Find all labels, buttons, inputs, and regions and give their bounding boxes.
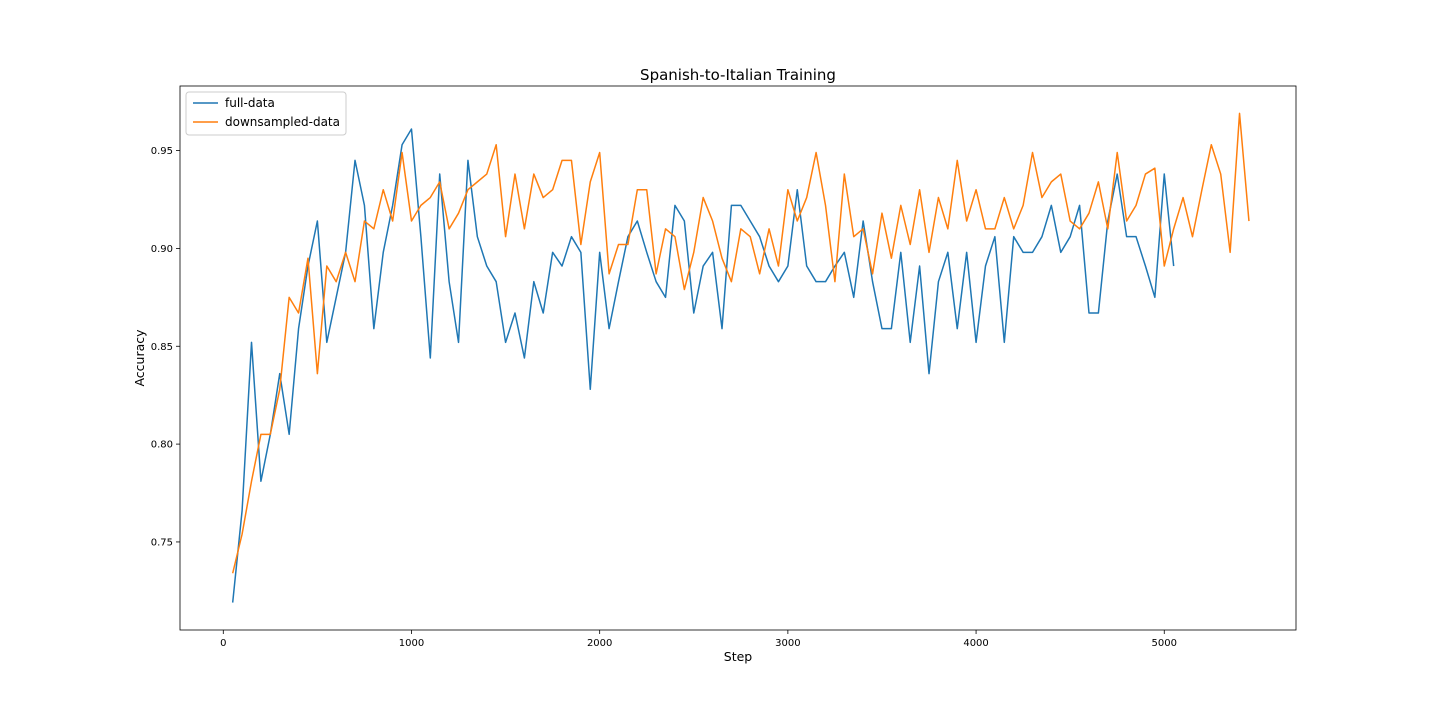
x-tick-label: 3000: [775, 638, 800, 649]
legend-label-downsampled-data: downsampled-data: [225, 115, 340, 129]
x-tick-label: 0: [220, 638, 226, 649]
series-layer: [231, 112, 1250, 603]
x-tick-label: 4000: [963, 638, 988, 649]
plot-border: [179, 85, 1297, 631]
plot-area: [180, 86, 1296, 630]
chart-title: Spanish-to-Italian Training: [640, 66, 836, 84]
series-line-full-data: [231, 128, 1175, 603]
x-axis: 0 1000 2000 3000 4000 5000: [220, 630, 1177, 649]
series-line-downsampled-data: [231, 112, 1250, 574]
legend: full-data downsampled-data: [185, 91, 347, 136]
x-tick-label: 2000: [587, 638, 612, 649]
y-tick-label: 0.85: [151, 342, 173, 353]
y-axis: 0.75 0.80 0.85 0.90 0.95: [151, 146, 180, 548]
y-tick-label: 0.90: [151, 244, 173, 255]
y-tick-label: 0.95: [151, 146, 173, 157]
y-tick-label: 0.75: [151, 537, 173, 548]
legend-label-full-data: full-data: [225, 96, 275, 110]
y-tick-label: 0.80: [151, 440, 173, 451]
legend-box: [185, 91, 347, 136]
x-tick-label: 5000: [1152, 638, 1177, 649]
x-tick-label: 1000: [399, 638, 424, 649]
x-axis-label: Step: [724, 649, 753, 664]
y-axis-label: Accuracy: [132, 329, 147, 387]
